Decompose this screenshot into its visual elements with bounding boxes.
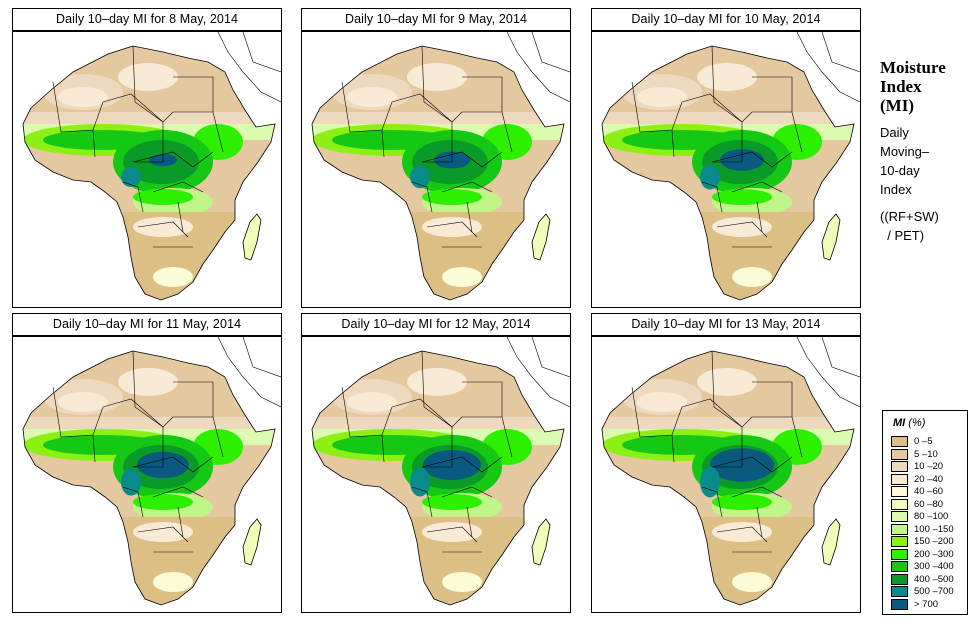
africa-map-svg (311, 32, 570, 301)
legend-swatch (891, 461, 908, 472)
legend-label: 5 –10 (914, 448, 938, 460)
index-description: Moisture Index (MI) Daily Moving– 10-day… (880, 58, 974, 245)
legend-swatch (891, 448, 908, 460)
legend-label: 0 –5 (914, 436, 933, 447)
africa-moisture-map (12, 336, 282, 613)
formula-line: ((RF+SW) (880, 209, 939, 224)
africa-map-svg (601, 32, 860, 301)
legend-item: > 700 (891, 598, 965, 611)
legend-item: 100 –150 (891, 523, 965, 536)
index-title: Moisture Index (MI) (880, 58, 974, 115)
panel-title: Daily 10–day MI for 11 May, 2014 (12, 313, 282, 336)
legend-title: MI (%) (893, 417, 925, 429)
africa-moisture-map (591, 31, 861, 308)
africa-moisture-map (12, 31, 282, 308)
panel-title: Daily 10–day MI for 13 May, 2014 (591, 313, 861, 336)
panel-title: Daily 10–day MI for 8 May, 2014 (12, 8, 282, 31)
panel-title: Daily 10–day MI for 9 May, 2014 (301, 8, 571, 31)
legend-item: 40 –60 (891, 486, 965, 498)
legend-item: 10 –20 (891, 461, 965, 473)
africa-moisture-map (301, 31, 571, 308)
legend-label: 20 –40 (914, 473, 944, 485)
legend-swatch (891, 523, 908, 535)
legend-item: 300 –400 (891, 561, 965, 573)
legend-label: 60 –80 (914, 498, 944, 510)
legend-swatch (891, 498, 908, 510)
panel-title: Daily 10–day MI for 12 May, 2014 (301, 313, 571, 336)
legend-label: > 700 (914, 598, 939, 610)
africa-map-svg (22, 337, 281, 606)
index-title-line: Moisture (880, 58, 946, 77)
legend-item: 400 –500 (891, 573, 965, 586)
desc-line: Index (880, 182, 912, 197)
legend-label: 150 –200 (914, 536, 954, 547)
legend-label: 200 –300 (914, 548, 954, 560)
desc-line: Daily (880, 125, 909, 140)
legend-swatch (891, 548, 908, 560)
africa-map-svg (22, 32, 281, 301)
legend-swatch (891, 561, 908, 572)
legend-item: 60 –80 (891, 498, 965, 511)
legend-item: 80 –100 (891, 511, 965, 523)
legend-label: 40 –60 (914, 486, 944, 497)
legend-swatch (891, 486, 908, 497)
africa-map-svg (311, 337, 570, 606)
legend-label: 100 –150 (914, 523, 954, 535)
legend-label: 300 –400 (914, 561, 954, 572)
formula-line: / PET) (880, 228, 925, 243)
africa-moisture-map (591, 336, 861, 613)
legend-item: 500 –700 (891, 586, 965, 598)
legend-label: 400 –500 (914, 573, 954, 585)
legend-swatch (891, 511, 908, 522)
legend-swatch (891, 598, 908, 610)
legend-label: 80 –100 (914, 511, 949, 522)
legend-swatch (891, 573, 908, 585)
legend-swatch (891, 536, 908, 547)
legend-title-unit: (%) (905, 417, 926, 429)
legend-item: 5 –10 (891, 448, 965, 461)
legend-swatch (891, 436, 908, 447)
legend-item: 20 –40 (891, 473, 965, 486)
panel-title: Daily 10–day MI for 10 May, 2014 (591, 8, 861, 31)
legend-swatch (891, 586, 908, 597)
africa-moisture-map (301, 336, 571, 613)
legend-label: 10 –20 (914, 461, 944, 472)
index-title-line: Index (880, 77, 922, 96)
color-legend: MI (%) 0 –5 5 –10 10 –20 20 –40 40 –60 60 –80… (882, 410, 968, 615)
legend-swatch (891, 473, 908, 485)
legend-item: 0 –5 (891, 436, 965, 448)
legend-item: 150 –200 (891, 536, 965, 548)
desc-line: 10-day (880, 163, 920, 178)
africa-map-svg (601, 337, 860, 606)
legend-item: 200 –300 (891, 548, 965, 561)
index-title-line: (MI) (880, 96, 914, 115)
legend-title-bold: MI (893, 417, 906, 429)
legend-label: 500 –700 (914, 586, 954, 597)
desc-line: Moving– (880, 144, 930, 159)
